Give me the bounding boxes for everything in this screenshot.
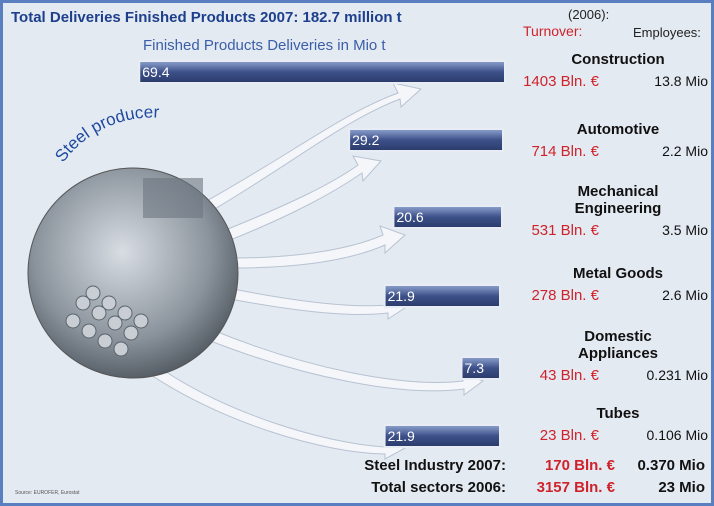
bar-label: 7.3 [465,360,485,376]
circle-label-path: Steel producer [51,102,160,165]
category-label: Construction [571,51,665,68]
bar [383,424,502,448]
bar [138,60,506,84]
total-employees: 0.370 Mio [637,457,705,474]
category-label: Mechanical Engineering [574,183,662,217]
employees-value: 2.6 Mio [662,287,708,303]
bar-label: 21.9 [388,288,415,304]
employees-header: Employees: [633,25,701,40]
turnover-value: 278 Bln. € [531,287,599,304]
subtitle: Finished Products Deliveries in Mio t [143,37,386,54]
category-label: Metal Goods [572,265,663,282]
turnover-value: 23 Bln. € [539,427,599,444]
year-label: (2006): [568,7,610,22]
turnover-value: 714 Bln. € [531,143,599,160]
employees-value: 0.106 Mio [646,427,708,443]
bar-label: 21.9 [388,428,415,444]
arrows [147,82,485,460]
turnover-value: 531 Bln. € [531,222,599,239]
total-turnover: 3157 Bln. € [536,479,615,496]
turnover-value: 43 Bln. € [539,367,599,384]
machine-part [143,178,203,218]
bar [460,356,501,380]
employees-value: 0.231 Mio [646,367,708,383]
circle-label: Steel producer [51,102,160,165]
employees-value: 2.2 Mio [662,143,708,159]
total-employees: 23 Mio [658,479,705,496]
bar-label: 20.6 [396,209,423,225]
bar [348,128,504,152]
total-label: Total sectors 2006: [371,479,506,496]
bar [392,205,503,229]
employees-value: 13.8 Mio [654,73,708,89]
category-label: Domestic Appliances [577,328,659,362]
total-turnover: 170 Bln. € [544,457,615,474]
employees-value: 3.5 Mio [662,222,708,238]
source: Source: EUROFER, Eurostat [15,490,80,496]
bar-label: 69.4 [142,64,169,80]
title: Total Deliveries Finished Products 2007:… [11,9,402,26]
steel-texture [65,285,149,357]
category-label: Tubes [596,405,640,422]
total-label: Steel Industry 2007: [364,457,506,474]
turnover-value: 1403 Bln. € [523,73,599,90]
bar-label: 29.2 [352,132,379,148]
bar [383,284,502,308]
steel-disc [27,167,239,379]
turnover-header: Turnover: [523,23,583,39]
category-label: Automotive [576,121,660,138]
chart: Steel producer 69.4 29.2 20.6 21.9 7.3 21.9 [27,60,506,460]
